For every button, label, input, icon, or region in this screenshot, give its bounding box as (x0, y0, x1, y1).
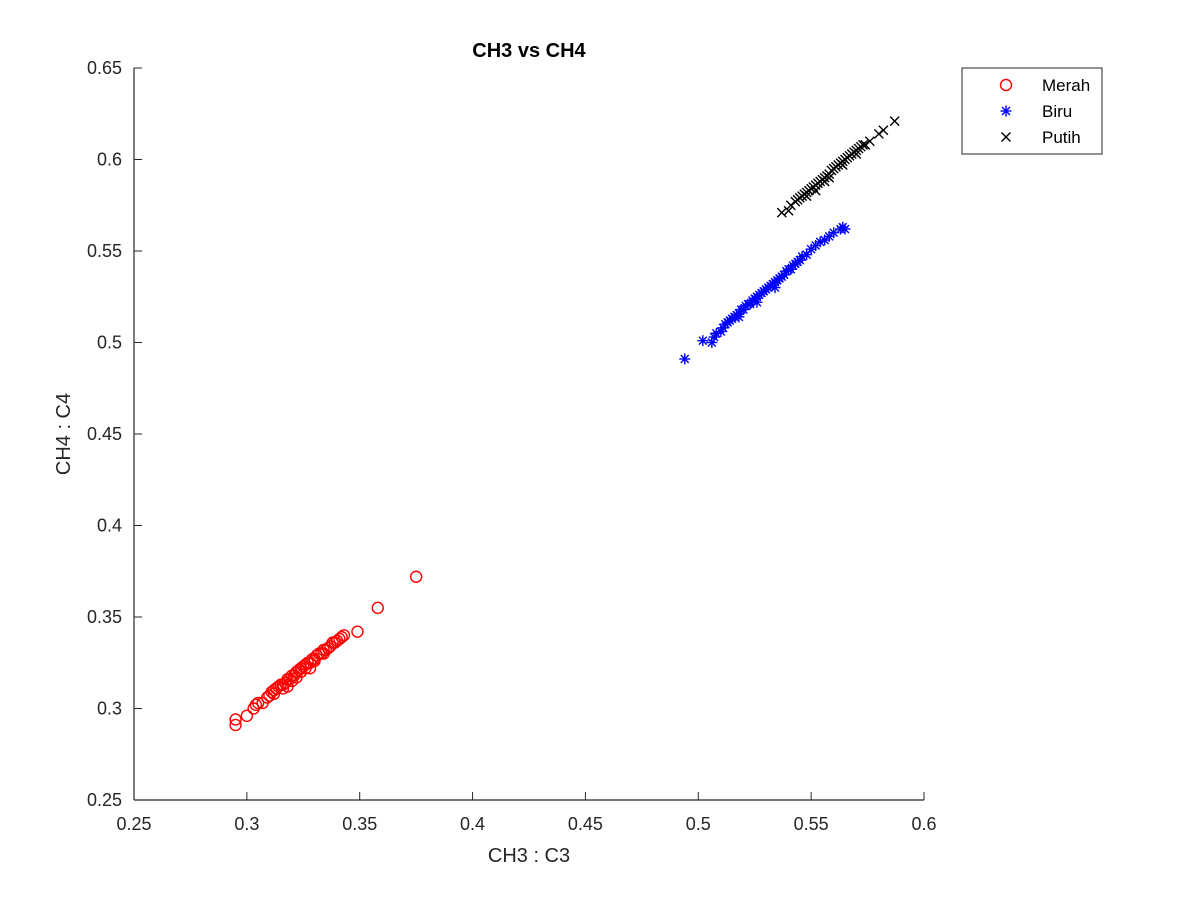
y-tick-label: 0.5 (97, 333, 122, 353)
plot-area (229, 116, 900, 732)
y-tick-label: 0.65 (87, 58, 122, 78)
x-tick-label: 0.25 (116, 814, 151, 834)
data-point (810, 185, 821, 196)
legend-marker (1001, 132, 1011, 142)
axes: 0.25 0.3 0.35 0.4 0.45 0.5 0.55 0.6 0.25 0.3 0.35 0… (87, 58, 937, 834)
data-point (858, 139, 869, 150)
legend-label: Putih (1042, 128, 1081, 147)
legend-marker (1000, 105, 1012, 117)
y-tick-label: 0.6 (97, 150, 122, 170)
data-point (751, 296, 763, 308)
data-point (839, 223, 851, 235)
data-point (851, 149, 862, 160)
y-tick-label: 0.35 (87, 607, 122, 627)
data-point (294, 665, 308, 679)
x-tick-label: 0.4 (460, 814, 485, 834)
y-tick-label: 0.45 (87, 424, 122, 444)
x-axis-title: CH3 : C3 (488, 845, 570, 867)
x-tick-label: 0.45 (568, 814, 603, 834)
data-point (229, 718, 242, 732)
data-point (317, 647, 330, 660)
data-point (337, 629, 351, 642)
data-point (240, 709, 254, 723)
data-point (819, 176, 830, 187)
data-point (267, 687, 281, 701)
data-point (351, 625, 364, 638)
data-point (251, 696, 265, 710)
data-point (776, 207, 787, 218)
data-point (801, 249, 813, 261)
data-point (697, 335, 709, 347)
data-point (285, 674, 299, 688)
chart-title: CH3 vs CH4 (472, 40, 586, 62)
legend-label: Biru (1042, 102, 1072, 121)
data-point (276, 682, 290, 695)
data-point (889, 116, 900, 127)
data-point (409, 570, 423, 583)
data-point (769, 282, 781, 294)
data-point (249, 698, 263, 712)
data-point (371, 601, 384, 615)
y-tick-label: 0.55 (87, 241, 122, 261)
data-point (864, 136, 875, 147)
series-biru (679, 221, 851, 365)
series-merah (229, 570, 423, 732)
data-point (878, 125, 889, 136)
legend-marker (999, 78, 1013, 92)
data-point (679, 353, 691, 365)
data-point (801, 191, 812, 202)
x-tick-label: 0.3 (234, 814, 259, 834)
x-tick-label: 0.55 (794, 814, 829, 834)
data-point (837, 159, 848, 170)
legend-label: Merah (1042, 76, 1090, 95)
x-tick-label: 0.5 (686, 814, 711, 834)
x-tick-label: 0.35 (342, 814, 377, 834)
data-point (229, 713, 242, 726)
y-tick-label: 0.4 (97, 516, 122, 536)
data-point (335, 630, 348, 644)
data-point (783, 205, 794, 216)
legend-box (961, 67, 1103, 155)
data-point (733, 311, 745, 323)
x-tick-label: 0.6 (911, 814, 936, 834)
y-tick-label: 0.25 (87, 790, 122, 810)
y-axis-title: CH4 : C4 (53, 393, 75, 475)
series-putih (776, 116, 900, 218)
y-tick-label: 0.3 (97, 699, 122, 719)
legend: Merah Biru Putih (961, 67, 1103, 155)
